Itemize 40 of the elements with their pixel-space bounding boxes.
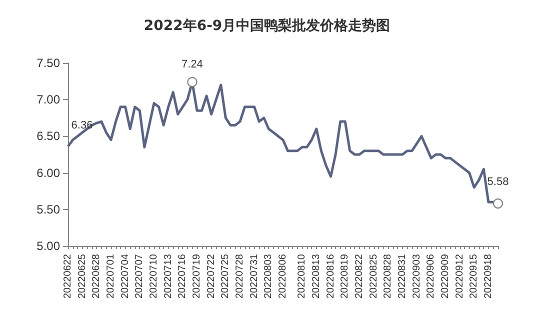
x-tick-label: 20220918 [482,254,494,298]
y-tick-label: 7.00 [36,92,60,107]
x-tick-label: 20220704 [120,254,131,298]
x-tick-label: 20220828 [382,254,394,298]
x-tick-label: 20220728 [234,254,246,298]
x-tick-label: 20220906 [426,254,437,298]
x-tick-label: 20220831 [396,254,408,298]
x-tick-label: 20220810 [296,254,308,298]
x-tick-label: 20220822 [354,254,365,298]
y-tick-label: 5.00 [36,239,60,253]
x-tick-label: 20220707 [134,254,146,298]
y-tick-label: 6.00 [36,166,60,180]
x-tick-label: 20220716 [177,254,188,298]
y-tick-label: 7.50 [36,56,60,70]
x-tick-label: 20220803 [263,254,274,298]
data-label: 7.24 [182,58,203,70]
x-tick-label: 20220806 [278,254,288,298]
x-tick-label: 20220816 [325,254,336,298]
x-tick-label: 20220628 [91,254,102,298]
x-tick-label: 20220909 [440,254,451,298]
x-tick-label: 20220625 [76,254,88,298]
x-tick-label: 20220725 [220,254,232,298]
x-tick-label: 20220701 [106,254,116,298]
x-tick-label: 20220912 [454,254,466,298]
data-label: 5.58 [487,176,509,188]
data-label: 6.36 [71,119,93,132]
x-tick-label: 20220915 [468,254,480,298]
x-tick-label: 20220710 [148,254,160,298]
x-tick-label: 20220825 [368,254,380,298]
x-tick-label: 20220731 [248,254,260,298]
x-tick-label: 20220713 [162,254,174,298]
chart-title: 2022年6-9月中国鸭梨批发价格走势图 [144,18,390,34]
x-tick-label: 20220903 [411,254,422,298]
x-tick-label: 20220722 [206,254,217,298]
x-tick-label: 20220813 [310,254,322,298]
y-tick-label: 6.50 [36,129,60,144]
x-tick-label: 20220622 [62,254,74,298]
x-tick-label: 20220719 [192,254,202,298]
y-tick-label: 5.50 [36,202,60,216]
x-tick-label: 20220819 [340,254,351,298]
